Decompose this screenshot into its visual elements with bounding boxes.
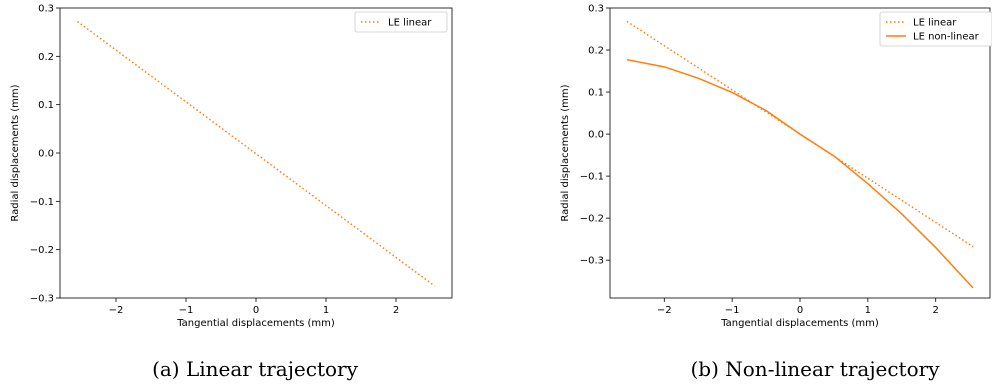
x-tick-label: 2: [393, 305, 399, 316]
chart-b: −2 −1 0 1 2 −0.3 −0.2 −0.1 0.0 0.1 0.2 0.3 Tangentia…: [560, 4, 992, 329]
y-tick-label: 0.1: [38, 100, 54, 111]
y-axis-label: Radial displacements (mm): [560, 84, 571, 221]
legend-label: LE linear: [913, 18, 957, 29]
legend-label: LE non-linear: [913, 32, 980, 43]
y-tick-label: −0.1: [30, 197, 54, 208]
caption-a: (a) Linear trajectory: [152, 357, 358, 381]
chart-a: −2 −1 0 1 2 −0.3 −0.2 −0.1 0.0 0.1 0.2 0.3 Tangentia…: [10, 4, 453, 329]
x-tick-label: −2: [109, 305, 124, 316]
x-tick-label: −1: [179, 305, 194, 316]
series-line-le-linear: [77, 20, 435, 287]
x-tick-label: 0: [797, 305, 803, 316]
y-tick-label: 0.2: [588, 46, 604, 57]
plot-frame: [609, 7, 991, 299]
y-tick-label: 0.0: [588, 130, 604, 141]
y-axis-label: Radial displacements (mm): [10, 84, 21, 221]
x-tick-label: 1: [323, 305, 329, 316]
x-axis-label: Tangential displacements (mm): [720, 318, 879, 329]
legend: LE linear LE non-linear: [879, 11, 992, 47]
y-tick-label: 0.2: [38, 52, 54, 63]
y-tick-label: −0.2: [30, 245, 54, 256]
y-tick-label: 0.1: [588, 88, 604, 99]
legend-label: LE linear: [388, 18, 432, 29]
y-tick-label: −0.1: [580, 172, 604, 183]
y-tick-label: −0.3: [30, 294, 54, 305]
x-tick-label: −1: [725, 305, 740, 316]
x-axis-label: Tangential displacements (mm): [176, 318, 335, 329]
legend-box: [879, 11, 992, 47]
x-tick-label: 2: [933, 305, 939, 316]
x-tick-label: −2: [657, 305, 672, 316]
x-tick-label: 1: [865, 305, 871, 316]
y-tick-label: 0.0: [38, 149, 54, 160]
series-line-le-non-linear: [626, 58, 974, 289]
legend-box: [354, 11, 448, 33]
series-line-le-linear: [626, 20, 974, 248]
caption-b: (b) Non-linear trajectory: [690, 357, 940, 381]
y-tick-label: 0.3: [588, 4, 604, 15]
y-tick-label: 0.3: [38, 4, 54, 15]
legend: LE linear: [354, 11, 448, 33]
y-tick-label: −0.3: [580, 256, 604, 267]
y-tick-label: −0.2: [580, 214, 604, 225]
x-tick-label: 0: [253, 305, 259, 316]
